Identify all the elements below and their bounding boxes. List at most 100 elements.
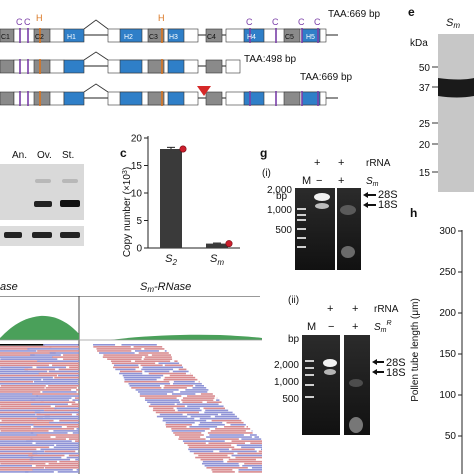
read <box>211 419 242 422</box>
read <box>206 436 252 438</box>
read <box>0 467 45 469</box>
read <box>0 348 30 350</box>
size-500-ii: 500 <box>282 394 299 405</box>
read <box>163 378 198 381</box>
kda-15: 15 <box>419 168 431 179</box>
rrna-plus-4: + <box>352 303 358 315</box>
cys-site-label: C <box>16 17 23 27</box>
panel-letter-g: g <box>260 146 267 160</box>
read <box>36 434 79 436</box>
kda-unit-label: kDa <box>410 38 428 49</box>
gene-diagram: C C H H C C C C C1 C2 H1 H2 C3 H3 C4 H4 … <box>0 9 381 106</box>
read <box>144 348 165 350</box>
read <box>40 401 76 403</box>
bp-unit-label-ii: bp <box>288 334 300 345</box>
read <box>128 382 171 385</box>
gene-row-2-stop-label: TAA:498 bp <box>244 54 297 65</box>
read <box>0 399 36 401</box>
read <box>0 456 33 459</box>
read <box>156 415 188 418</box>
read <box>37 350 79 352</box>
smr-minus: − <box>328 321 334 333</box>
read <box>93 344 116 346</box>
bp-unit-label: bp <box>276 191 288 202</box>
read <box>0 444 55 447</box>
read <box>152 409 176 412</box>
read <box>206 467 248 469</box>
rrna-plus-3: + <box>327 303 333 315</box>
chart-ytick-label: 5 <box>136 216 142 227</box>
chart-data-point <box>225 240 233 248</box>
chart-ytick-label: 20 <box>131 134 143 145</box>
chart-ytick-label: 0 <box>136 244 142 255</box>
read <box>53 362 79 365</box>
read <box>0 372 40 375</box>
gel-panel-g: g (i) + + rRNA M − + Sm bp 2,000 1,000 5… <box>260 146 406 435</box>
insertion-arrow-icon <box>197 86 211 96</box>
read <box>200 393 213 395</box>
band-28s: 28S <box>378 189 398 201</box>
lane-label-ov: Ov. <box>37 150 52 161</box>
read <box>0 380 34 383</box>
protein-gel-panel-e: e Sm kDa 50 37 25 20 15 <box>408 5 474 192</box>
kda-50: 50 <box>419 63 431 74</box>
read <box>165 421 195 424</box>
read <box>177 409 202 412</box>
read <box>237 452 262 455</box>
read <box>44 450 76 453</box>
rrna-plus-2: + <box>338 157 344 169</box>
read <box>37 360 79 362</box>
read <box>195 456 231 459</box>
kda-37: 37 <box>419 83 431 94</box>
read <box>134 350 159 352</box>
read <box>30 399 70 401</box>
read <box>0 454 34 457</box>
read <box>153 407 174 410</box>
read <box>219 450 257 453</box>
read <box>251 467 262 469</box>
read <box>122 374 164 377</box>
read <box>0 391 41 393</box>
region-label: H4 <box>247 34 256 41</box>
read <box>32 469 73 471</box>
read <box>42 378 79 381</box>
chart-ytick-label: 10 <box>131 189 143 200</box>
read <box>193 452 234 455</box>
cys-site-label: C <box>314 17 321 27</box>
read <box>202 460 224 463</box>
read <box>0 358 58 360</box>
read <box>142 366 184 369</box>
gene-row-3-stop-label: TAA:669 bp <box>300 72 353 83</box>
chart-data-point <box>179 145 187 153</box>
region-c3 <box>147 28 165 43</box>
read <box>36 413 72 416</box>
read <box>164 376 196 379</box>
read <box>52 356 79 358</box>
read <box>249 434 257 436</box>
read <box>123 376 161 379</box>
pollen-tick-50: 50 <box>445 431 457 442</box>
read <box>150 403 175 406</box>
read <box>212 471 235 473</box>
read <box>0 382 51 385</box>
read <box>181 399 214 401</box>
aligned-reads <box>0 344 262 473</box>
read <box>0 469 34 471</box>
sm-plus: + <box>338 175 344 187</box>
size-2000: 2,000 <box>267 185 292 196</box>
read <box>155 411 199 414</box>
read <box>211 469 233 471</box>
read <box>0 442 33 444</box>
read <box>221 413 235 416</box>
rt-pcr-gel-top <box>0 164 84 220</box>
rrna-label-ii: rRNA <box>374 304 399 315</box>
read <box>0 364 49 367</box>
pollen-panel-h: h 300 250 200 150 100 50 Pollen tube len… <box>410 206 463 474</box>
read <box>133 346 163 348</box>
read <box>166 426 187 428</box>
read <box>199 421 223 424</box>
read <box>139 393 168 395</box>
read <box>99 352 135 354</box>
read <box>72 432 79 434</box>
